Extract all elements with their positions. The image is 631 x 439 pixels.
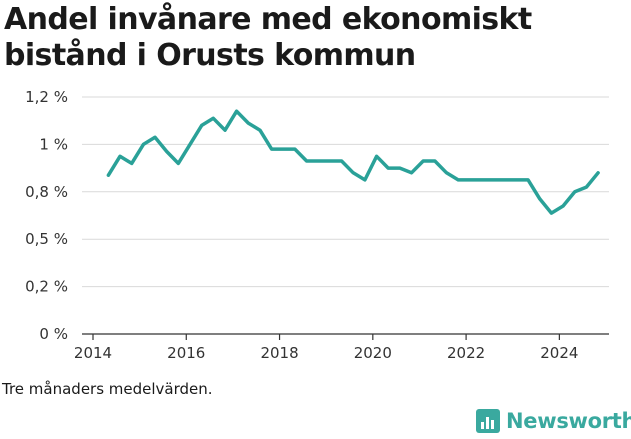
x-tick-label: 2020 — [354, 344, 392, 362]
y-tick-label: 0 % — [39, 325, 68, 343]
y-axis-ticks: 0 % 0,2 % 0,5 % 0,8 % 1 % 1,2 % — [25, 88, 68, 343]
x-tick-label: 2018 — [260, 344, 298, 362]
y-tick-label: 0,2 % — [25, 278, 68, 296]
line-chart: 0 %0,2 %0,5 %0,8 %1 %1,2 % 2014 2016 2018 2… — [25, 88, 609, 362]
x-tick-label: 2016 — [167, 344, 205, 362]
brand-name: Newsworthy — [506, 409, 631, 433]
bar-chart-icon — [476, 409, 500, 433]
chart-title: Andel invånare med ekonomiskt bistånd i … — [4, 2, 532, 73]
chart-note: Tre månaders medelvärden. — [2, 380, 213, 398]
gridlines — [82, 96, 609, 288]
y-tick-label: 1 % — [39, 135, 68, 153]
y-tick-label: 1,2 % — [25, 88, 68, 106]
brand-logo: Newsworthy — [476, 409, 631, 433]
y-tick-label: 0,5 % — [25, 230, 68, 248]
x-tick-label: 2014 — [74, 344, 112, 362]
x-axis: 2014 2016 2018 2020 2022 2024 — [74, 333, 609, 362]
series-lines — [106, 109, 600, 215]
x-tick-label: 2024 — [540, 344, 578, 362]
x-tick-label: 2022 — [447, 344, 485, 362]
y-tick-label: 0,8 % — [25, 183, 68, 201]
series-line — [106, 109, 600, 215]
